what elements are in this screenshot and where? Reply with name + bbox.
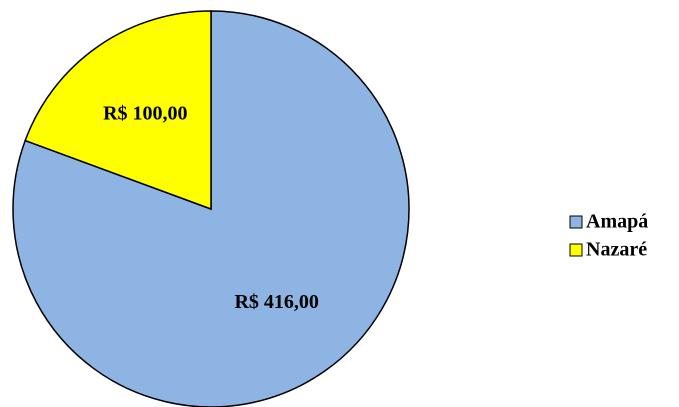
data-label: R$ 416,00 [234, 291, 318, 313]
pie-slice [24, 10, 212, 211]
legend-label: Nazaré [586, 239, 647, 261]
data-label: R$ 100,00 [103, 102, 187, 124]
legend-swatch [569, 243, 583, 257]
legend-swatch [569, 215, 583, 229]
pie-slice [12, 10, 410, 407]
legend-label: Amapá [586, 211, 648, 233]
